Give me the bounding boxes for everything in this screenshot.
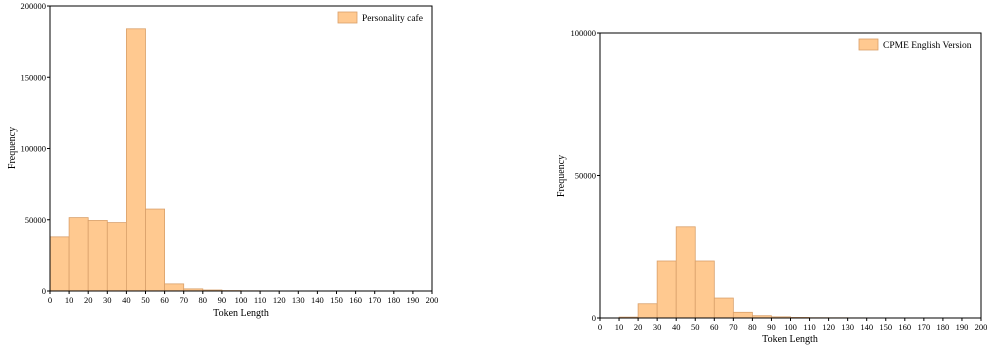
histogram-bar	[637, 303, 658, 319]
x-axis-ticks: 0 10 20 30 40 50 60 70 80 90 100 110 120 130 140 150 160…	[598, 318, 988, 332]
x-tick-label: 30	[653, 322, 662, 332]
x-tick-label: 50	[691, 322, 700, 332]
x-tick-label: 180	[387, 295, 400, 305]
x-tick-label: 80	[199, 295, 208, 305]
x-tick-label: 100	[235, 295, 248, 305]
x-tick-label: 60	[160, 295, 169, 305]
y-tick-label: 0	[592, 313, 596, 323]
x-tick-label: 30	[103, 295, 112, 305]
y-tick-label: 200000	[21, 1, 47, 11]
y-tick-label: 150000	[21, 72, 47, 82]
chart-personality-cafe: 0 50000 100000 150000 200000 0 10 20 30 40 50 60 70…	[7, 1, 438, 319]
x-tick-label: 150	[879, 322, 892, 332]
x-tick-label: 200	[975, 322, 988, 332]
x-tick-label: 170	[917, 322, 930, 332]
x-tick-label: 120	[273, 295, 286, 305]
x-tick-label: 90	[767, 322, 776, 332]
x-tick-label: 150	[330, 295, 343, 305]
x-tick-label: 130	[292, 295, 305, 305]
histogram-bar	[145, 208, 166, 292]
y-tick-label: 100000	[21, 144, 47, 154]
x-tick-label: 40	[122, 295, 131, 305]
histogram-bar	[68, 217, 89, 292]
y-tick-label: 50000	[25, 215, 46, 225]
legend: CPME English Version	[858, 38, 972, 51]
x-tick-label: 190	[407, 295, 420, 305]
chart-cpme-english-version: 0 50000 100000 0 10 20 30 40 50 60 70 80 90 100 110 12…	[556, 28, 987, 345]
histogram-bar	[87, 220, 108, 292]
x-tick-label: 160	[349, 295, 362, 305]
x-tick-label: 20	[84, 295, 93, 305]
x-tick-label: 80	[748, 322, 757, 332]
x-tick-label: 10	[615, 322, 624, 332]
y-tick-label: 100000	[571, 28, 597, 38]
x-tick-label: 200	[426, 295, 439, 305]
x-tick-label: 60	[710, 322, 719, 332]
x-tick-label: 180	[937, 322, 950, 332]
x-tick-label: 0	[48, 295, 52, 305]
legend-label: CPME English Version	[883, 41, 972, 51]
x-tick-label: 190	[956, 322, 969, 332]
y-axis-ticks: 0 50000 100000 150000 200000	[21, 1, 50, 296]
x-axis-label: Token Length	[762, 334, 818, 345]
histogram-bar	[694, 260, 715, 319]
histogram-bar	[656, 260, 677, 319]
x-tick-label: 170	[368, 295, 381, 305]
x-tick-label: 140	[860, 322, 873, 332]
histogram-bars	[618, 226, 982, 319]
legend-label: Personality cafe	[362, 13, 423, 24]
x-tick-label: 70	[729, 322, 738, 332]
x-tick-label: 10	[65, 295, 74, 305]
x-tick-label: 40	[672, 322, 681, 332]
x-axis-label: Token Length	[213, 308, 269, 319]
y-tick-label: 50000	[575, 171, 596, 181]
x-tick-label: 120	[822, 322, 835, 332]
x-tick-label: 90	[218, 295, 227, 305]
y-axis-label: Frequency	[7, 127, 18, 169]
legend-swatch	[858, 38, 879, 51]
legend: Personality cafe	[337, 11, 423, 24]
x-tick-label: 20	[634, 322, 643, 332]
x-tick-label: 130	[841, 322, 854, 332]
histogram-bar	[675, 226, 696, 319]
y-axis-label: Frequency	[556, 155, 567, 197]
x-tick-label: 0	[598, 322, 602, 332]
histogram-bar	[49, 236, 70, 292]
x-tick-label: 160	[898, 322, 911, 332]
x-tick-label: 70	[179, 295, 188, 305]
x-axis-ticks: 0 10 20 30 40 50 60 70 80 90 100 110 120 130 140 150 160…	[48, 291, 439, 305]
x-tick-label: 140	[311, 295, 324, 305]
histogram-bar	[106, 222, 127, 292]
legend-swatch	[337, 11, 358, 24]
histogram-bar	[164, 283, 185, 292]
x-tick-label: 100	[784, 322, 797, 332]
x-tick-label: 110	[803, 322, 815, 332]
histogram-bar	[713, 297, 734, 319]
x-tick-label: 110	[254, 295, 266, 305]
x-tick-label: 50	[141, 295, 150, 305]
histogram-bar	[732, 311, 753, 319]
histogram-bars	[49, 28, 433, 292]
y-axis-ticks: 0 50000 100000	[571, 28, 600, 323]
histogram-bar	[126, 28, 146, 292]
y-tick-label: 0	[42, 286, 46, 296]
